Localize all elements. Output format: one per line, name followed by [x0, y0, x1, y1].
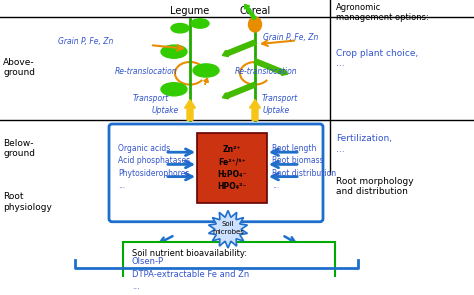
- FancyBboxPatch shape: [197, 133, 267, 203]
- FancyArrow shape: [249, 100, 261, 120]
- Text: Grain P, Fe, Zn: Grain P, Fe, Zn: [58, 37, 113, 46]
- Text: Crop plant choice,
...: Crop plant choice, ...: [336, 49, 418, 68]
- Text: Below-
ground: Below- ground: [3, 139, 35, 158]
- Text: Zn²⁺
Fe²⁺/⁵⁺
H₂PO₄⁻
HPO₄²⁻: Zn²⁺ Fe²⁺/⁵⁺ H₂PO₄⁻ HPO₄²⁻: [217, 145, 247, 191]
- Text: Root morphology
and distribution: Root morphology and distribution: [336, 177, 414, 196]
- Text: Re-translocation: Re-translocation: [115, 67, 178, 76]
- Ellipse shape: [171, 24, 189, 33]
- FancyBboxPatch shape: [123, 242, 335, 293]
- FancyArrow shape: [245, 4, 256, 19]
- Ellipse shape: [161, 45, 187, 58]
- Text: Organic acids
Acid phosphatases
Phytosiderophores
...: Organic acids Acid phosphatases Phytosid…: [118, 144, 190, 190]
- Ellipse shape: [191, 19, 209, 28]
- Text: Soil
microbes: Soil microbes: [212, 221, 244, 235]
- Polygon shape: [209, 210, 247, 248]
- Text: Re-translocation: Re-translocation: [235, 67, 298, 76]
- Text: Root
physiology: Root physiology: [3, 192, 52, 212]
- Ellipse shape: [248, 17, 262, 32]
- Text: Soil nutrient bioavailability:: Soil nutrient bioavailability:: [132, 249, 247, 258]
- Text: Transport: Transport: [133, 94, 169, 103]
- Ellipse shape: [161, 83, 187, 96]
- Text: Cereal: Cereal: [239, 6, 271, 16]
- Ellipse shape: [193, 64, 219, 77]
- Text: Olsen-P
DTPA-extractable Fe and Zn
...: Olsen-P DTPA-extractable Fe and Zn ...: [132, 258, 249, 291]
- Text: Uptake: Uptake: [263, 106, 290, 115]
- FancyArrow shape: [204, 78, 209, 85]
- Text: Grain P, Fe, Zn: Grain P, Fe, Zn: [263, 33, 319, 42]
- Text: Above-
ground: Above- ground: [3, 58, 35, 77]
- FancyArrow shape: [184, 100, 195, 120]
- Text: Transport: Transport: [262, 94, 298, 103]
- Text: Root length
Root biomass
Root distribution
...: Root length Root biomass Root distributi…: [272, 144, 336, 190]
- Text: Uptake: Uptake: [152, 106, 179, 115]
- Text: Agronomic
management options:: Agronomic management options:: [336, 3, 429, 22]
- FancyArrow shape: [222, 40, 256, 57]
- FancyArrow shape: [254, 59, 288, 75]
- FancyArrow shape: [222, 82, 256, 99]
- Text: Legume: Legume: [170, 6, 210, 16]
- Text: Fertilization,
...: Fertilization, ...: [336, 134, 392, 154]
